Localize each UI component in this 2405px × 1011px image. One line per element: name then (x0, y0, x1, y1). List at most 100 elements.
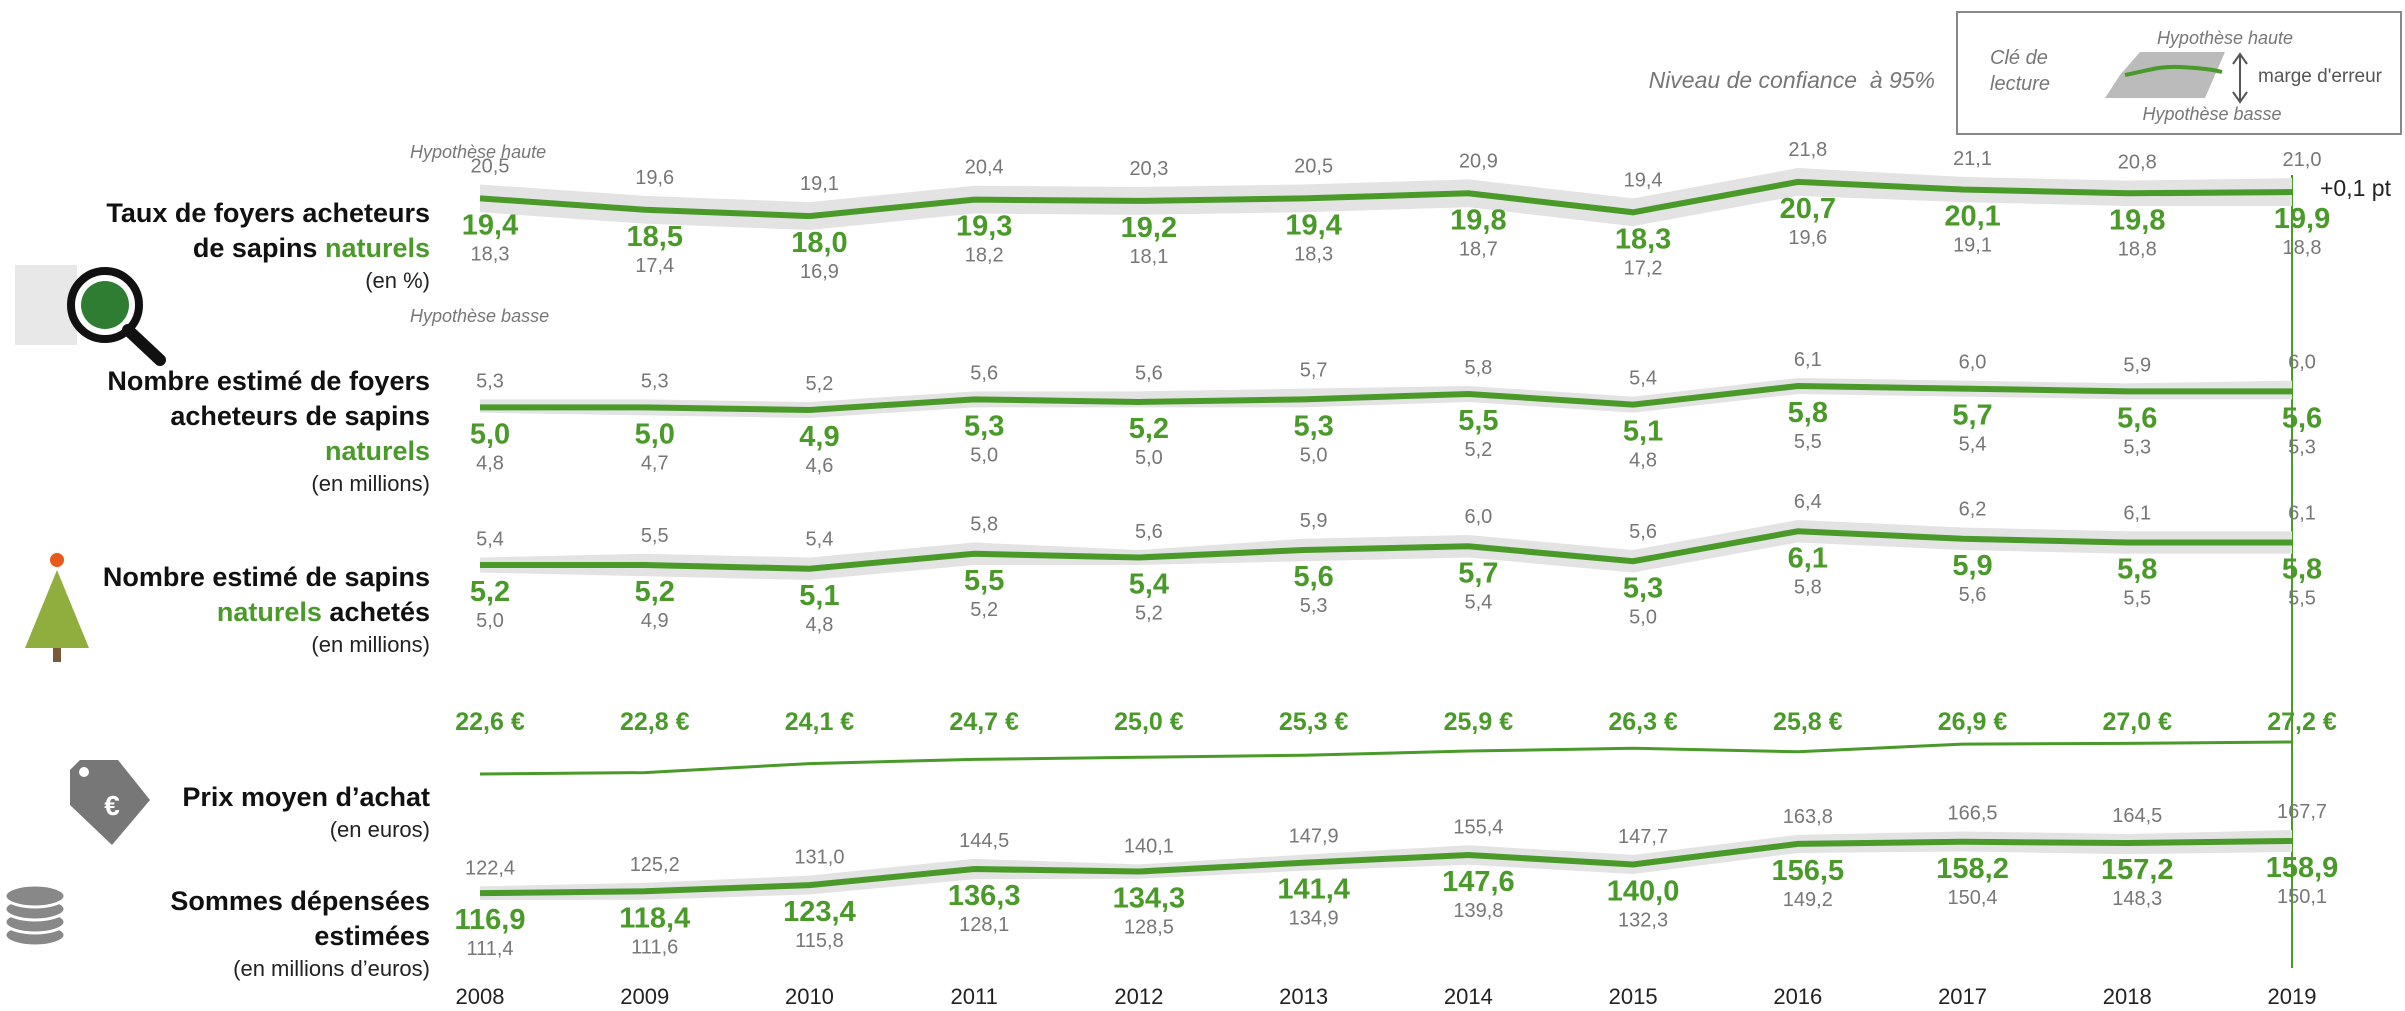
high-label: 5,5 (641, 525, 669, 547)
high-label: 6,1 (2123, 502, 2151, 524)
high-label: 131,0 (794, 847, 844, 869)
x-tick-label: 2014 (1444, 984, 1493, 1009)
low-label: 5,0 (1135, 447, 1163, 469)
error-band (480, 168, 2292, 230)
high-label: 21,8 (1788, 139, 1827, 161)
value-label: 5,1 (1623, 416, 1663, 448)
x-tick-label: 2017 (1938, 984, 1987, 1009)
low-label: 134,9 (1289, 908, 1339, 930)
high-label: 155,4 (1453, 816, 1503, 838)
panel-title: acheteurs de sapins (170, 401, 430, 431)
value-label: 5,9 (1952, 550, 1992, 582)
key-title: Clé de (1990, 47, 2048, 69)
low-label: 18,7 (1459, 238, 1498, 260)
panel-title: Sommes dépensées (170, 886, 430, 916)
value-label: 26,9 € (1938, 708, 2008, 736)
high-label: 147,7 (1618, 826, 1668, 848)
low-label: 5,5 (2288, 588, 2316, 610)
high-label: 5,7 (1300, 360, 1328, 382)
low-label: 5,4 (1464, 591, 1492, 613)
high-label: 20,5 (1294, 155, 1333, 177)
title-part: naturels (325, 436, 430, 466)
high-label: 166,5 (1948, 802, 1998, 824)
high-label: 19,4 (1624, 169, 1663, 191)
value-label: 116,9 (455, 904, 526, 936)
value-label: 20,7 (1780, 193, 1836, 225)
value-label: 6,1 (1788, 542, 1828, 574)
low-label: 149,2 (1783, 889, 1833, 911)
low-label: 111,6 (631, 936, 678, 958)
value-label: 25,0 € (1114, 708, 1184, 736)
value-label: 136,3 (948, 880, 1021, 912)
low-label: 17,2 (1624, 257, 1663, 279)
high-label: 5,3 (641, 370, 669, 392)
low-note: Hypothèse basse (410, 306, 549, 326)
low-label: 5,4 (1959, 434, 1987, 456)
panel-unit: (en millions) (311, 471, 430, 496)
panel-unit: (en millions d’euros) (233, 956, 430, 981)
value-label: 140,0 (1607, 875, 1680, 907)
key-band (2105, 52, 2225, 98)
value-label: 5,3 (1293, 410, 1333, 442)
low-label: 4,8 (1629, 450, 1657, 472)
value-label: 134,3 (1113, 883, 1186, 915)
line (479, 178, 2293, 220)
high-label: 5,8 (1464, 357, 1492, 379)
high-label: 5,8 (970, 514, 998, 536)
value-label: 118,4 (619, 902, 690, 934)
value-label: 5,5 (1458, 405, 1498, 437)
value-label: 24,1 € (785, 708, 855, 736)
value-label: 141,4 (1277, 874, 1350, 906)
value-label: 18,0 (791, 227, 847, 259)
high-label: 20,9 (1459, 150, 1498, 172)
low-label: 150,4 (1948, 887, 1998, 909)
panel-title: naturels (325, 436, 430, 466)
low-label: 150,1 (2277, 886, 2327, 908)
line (479, 837, 2293, 897)
line (480, 382, 2292, 414)
low-label: 5,3 (1300, 595, 1328, 617)
panel-title: naturels achetés (217, 597, 430, 627)
high-label: 19,1 (800, 173, 839, 195)
high-label: 20,5 (471, 155, 510, 177)
low-label: 19,1 (1953, 235, 1992, 257)
panel-title: Prix moyen d’achat (182, 782, 430, 812)
low-label: 19,6 (1788, 227, 1827, 249)
high-label: 21,0 (2283, 149, 2322, 171)
value-label: 26,3 € (1608, 708, 1678, 736)
low-label: 132,3 (1618, 909, 1668, 931)
key-high: Hypothèse haute (2157, 28, 2293, 48)
x-tick-label: 2009 (620, 984, 669, 1009)
panel-title: Taux de foyers acheteurs (106, 198, 430, 228)
x-tick-label: 2012 (1114, 984, 1163, 1009)
low-label: 4,6 (806, 455, 834, 477)
low-label: 4,7 (641, 452, 669, 474)
x-tick-label: 2015 (1609, 984, 1658, 1009)
value-label: 27,2 € (2267, 708, 2337, 736)
icon-coins (3, 883, 67, 948)
high-label: 5,2 (806, 373, 834, 395)
high-label: 5,4 (806, 529, 834, 551)
low-label: 5,0 (970, 444, 998, 466)
value-label: 27,0 € (2103, 708, 2173, 736)
low-label: 18,3 (471, 243, 510, 265)
value-label: 19,8 (1450, 204, 1506, 236)
high-label: 20,8 (2118, 152, 2157, 174)
title-part: Nombre estimé de foyers (107, 366, 430, 396)
high-label: 147,9 (1289, 826, 1339, 848)
icon-magnifier (15, 265, 166, 366)
x-tick-label: 2011 (951, 984, 998, 1009)
high-label: 5,6 (970, 362, 998, 384)
line (479, 740, 2293, 776)
value-label: 123,4 (783, 896, 856, 928)
high-label: 20,3 (1129, 158, 1168, 180)
value-label: 19,8 (2109, 204, 2165, 236)
value-label: 22,6 € (455, 708, 525, 736)
low-label: 5,5 (2123, 588, 2151, 610)
high-label: 21,1 (1953, 148, 1992, 170)
high-label: 5,3 (476, 370, 504, 392)
key-margin: marge d'erreur (2258, 66, 2383, 87)
value-label: 19,2 (1121, 212, 1177, 244)
x-tick-label: 2010 (785, 984, 834, 1009)
